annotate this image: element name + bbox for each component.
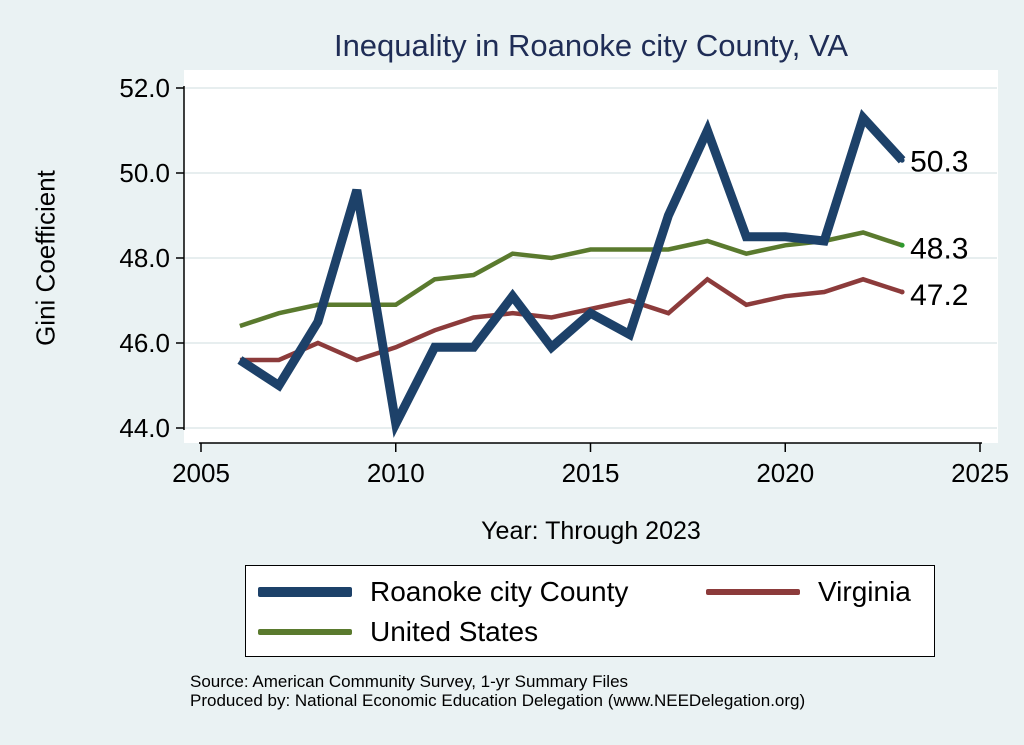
end-label-roanoke-city-county: 50.3 (910, 145, 968, 178)
legend-item-roanoke: Roanoke city County (258, 576, 628, 608)
produced-by-note: Produced by: National Economic Education… (190, 691, 806, 710)
legend: Roanoke city County Virginia United Stat… (245, 565, 935, 657)
x-tick-label-1: 2010 (367, 458, 425, 488)
legend-swatch-virginia (706, 589, 800, 595)
legend-item-virginia: Virginia (706, 576, 911, 608)
chart-title: Inequality in Roanoke city County, VA (333, 28, 849, 63)
source-note: Source: American Community Survey, 1-yr … (190, 672, 629, 691)
series-line-united-states (239, 230, 903, 329)
footer: Source: American Community Survey, 1-yr … (190, 672, 805, 710)
x-tick-label-3: 2020 (756, 458, 814, 488)
y-tick-label-3: 50.0 (119, 158, 170, 188)
end-point-united-states (899, 242, 905, 248)
x-tick-label-4: 2025 (951, 458, 1009, 488)
legend-label-roanoke: Roanoke city County (370, 576, 629, 607)
series-line-roanoke-city-county (237, 109, 906, 438)
x-tick-label-0: 2005 (172, 458, 230, 488)
legend-swatch-roanoke (258, 587, 352, 597)
y-tick-label-4: 52.0 (119, 73, 170, 103)
x-axis-label: Year: Through 2023 (481, 517, 701, 545)
y-tick-label-1: 46.0 (119, 328, 170, 358)
end-point-roanoke-city-county (899, 157, 905, 163)
legend-label-united-states: United States (370, 616, 539, 647)
x-tick-label-2: 2015 (562, 458, 620, 488)
legend-swatch-united-states (258, 629, 352, 635)
legend-label-virginia: Virginia (818, 576, 911, 607)
series-line-virginia (239, 276, 903, 363)
y-tick-label-2: 48.0 (119, 243, 170, 273)
end-label-united-states: 48.3 (910, 232, 968, 265)
y-tick-label-0: 44.0 (119, 413, 170, 443)
legend-item-united-states: United States (258, 616, 538, 648)
end-label-virginia: 47.2 (910, 279, 968, 312)
end-point-virginia (899, 289, 905, 295)
